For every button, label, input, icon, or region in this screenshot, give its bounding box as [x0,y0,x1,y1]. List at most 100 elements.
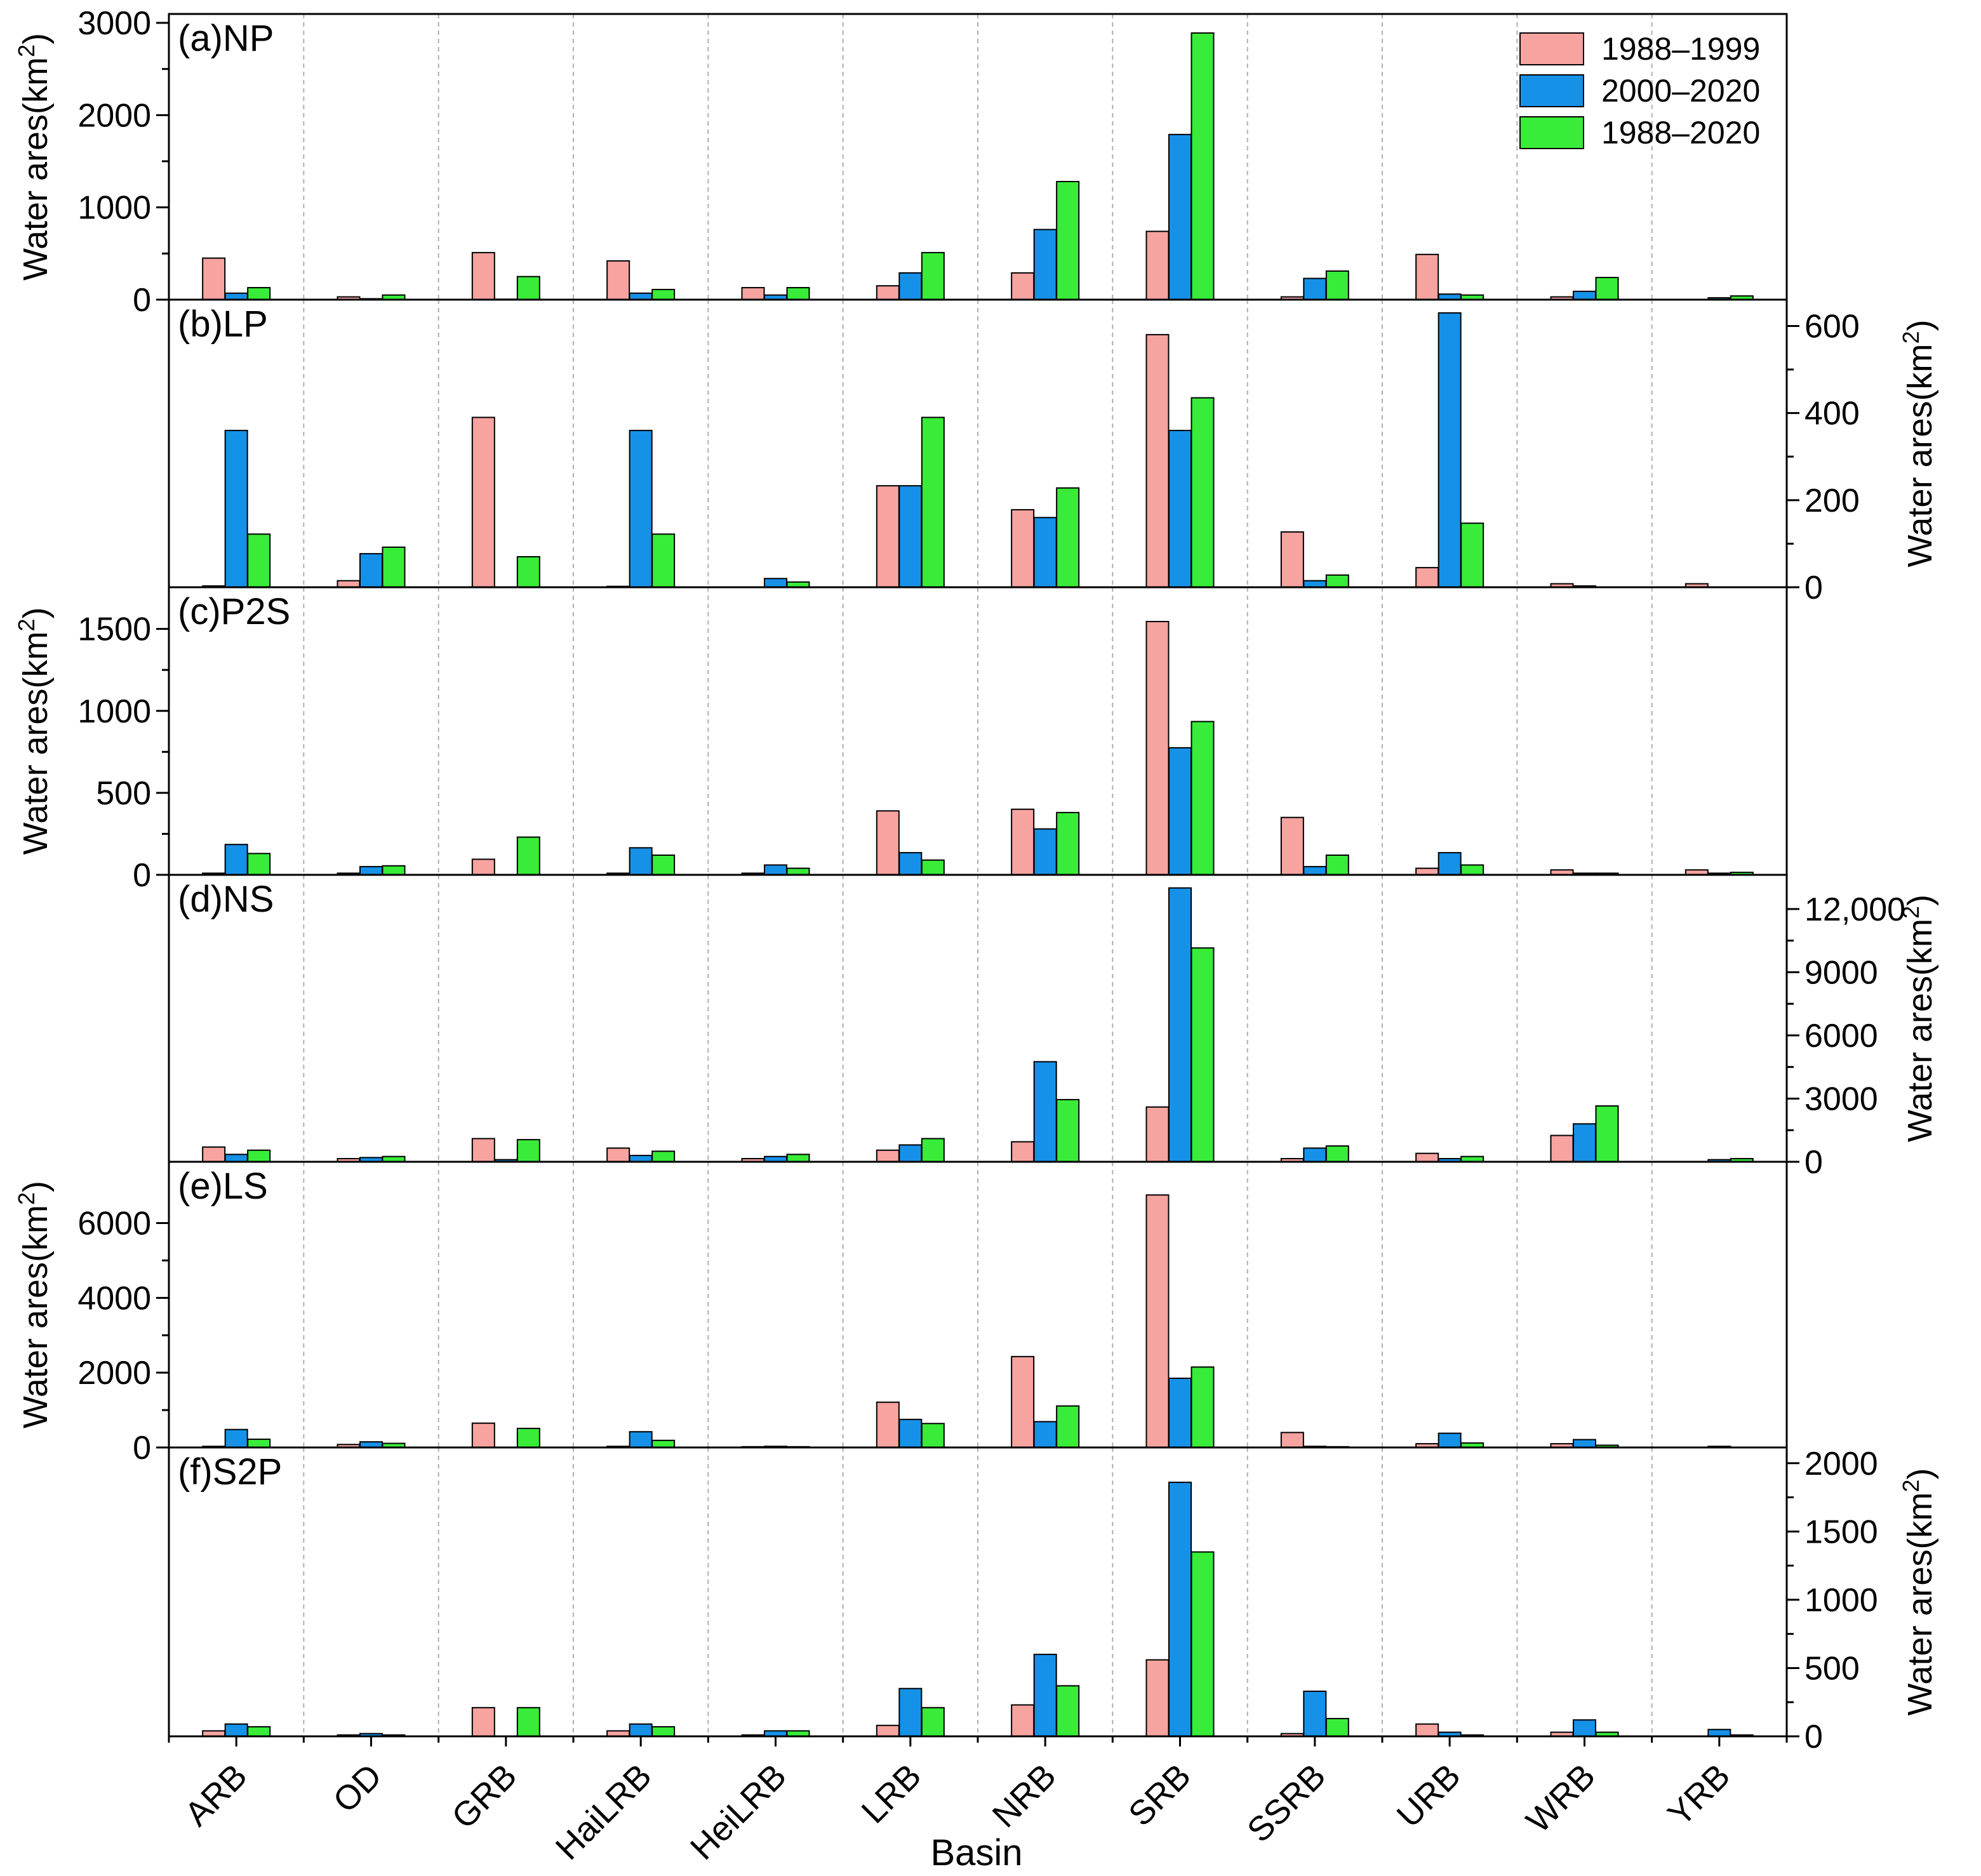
bar-f-HaiLRB-2 [629,1723,653,1737]
bar-c-GRB-3 [516,836,540,875]
bar-a-GRB-3 [516,276,540,300]
bar-d-NRB-2 [1033,1061,1057,1162]
bar-a-WRB-3 [1595,277,1619,300]
y-tick-label: 1000 [77,693,151,730]
bar-b-GRB-1 [471,416,495,588]
y-tick-label: 9000 [1804,954,1878,991]
bar-e-WRB-2 [1573,1439,1596,1448]
bar-d-WRB-3 [1595,1105,1619,1163]
panel-title: (c)P2S [178,591,290,632]
bar-f-SSRB-2 [1303,1691,1327,1738]
legend-swatch [1519,32,1584,65]
bar-f-LRB-3 [921,1706,945,1738]
y-tick-label: 500 [96,775,151,812]
bar-f-LRB-2 [898,1687,923,1737]
bar-c-GRB-1 [471,858,495,876]
y-axis-title: Water ares(km2) [13,33,55,281]
bar-a-SSRB-2 [1303,277,1327,300]
bar-c-SSRB-3 [1325,855,1349,875]
bar-d-SRB-2 [1168,887,1192,1162]
bar-a-HeiLRB-1 [741,287,765,300]
bar-c-SSRB-1 [1280,816,1304,876]
y-axis-title: Water ares(km2) [1898,1468,1940,1715]
bar-b-LRB-1 [876,485,900,589]
y-tick-label: 3000 [1804,1081,1878,1117]
legend-label: 1988–2020 [1601,115,1760,150]
x-tick-label-GRB: GRB [444,1757,524,1836]
bar-e-NRB-3 [1056,1405,1080,1449]
y-tick-label: 2000 [1804,1446,1878,1482]
bar-f-ARB-2 [224,1723,248,1737]
bar-d-SRB-3 [1191,947,1215,1163]
x-tick-label-SRB: SRB [1121,1757,1198,1833]
bar-b-SRB-3 [1191,397,1215,588]
bar-f-HaiLRB-3 [651,1726,676,1737]
y-tick-label: 12,000 [1804,891,1905,928]
bar-e-URB-2 [1437,1432,1462,1449]
panel-a: 0 1000 2000 3000 (a)NP Water ares(km2) [13,5,1788,319]
bar-a-SRB-2 [1168,133,1192,300]
legend-swatch [1519,116,1584,149]
bar-b-SRB-1 [1145,334,1170,588]
y-tick-label: 200 [1804,482,1860,519]
bar-b-SRB-2 [1168,430,1192,588]
x-tick-label-HeiLRB: HeiLRB [683,1757,794,1867]
panel-e: 0 2000 4000 6000 (e)LS Water ares(km2) [13,1161,1788,1467]
bar-d-LRB-2 [898,1144,923,1163]
bar-c-LRB-2 [898,852,923,875]
bar-a-NRB-2 [1033,229,1057,300]
bar-c-URB-1 [1415,867,1439,875]
bar-d-SSRB-2 [1303,1147,1327,1162]
y-tick-label: 0 [133,857,151,894]
panel-title: (d)NS [178,879,274,920]
bar-c-OD-3 [382,865,406,876]
bar-e-LRB-3 [921,1423,945,1449]
x-tick-label-OD: OD [326,1757,389,1820]
bar-c-URB-2 [1437,852,1462,875]
x-tick-label-NRB: NRB [985,1757,1064,1835]
bar-a-LRB-1 [876,285,900,301]
bar-c-URB-3 [1460,864,1484,875]
bar-a-SSRB-3 [1325,270,1349,300]
bar-c-ARB-3 [247,853,271,876]
panel-title: (e)LS [178,1166,268,1207]
bar-a-NRB-3 [1056,180,1080,300]
y-tick-label: 0 [133,282,151,319]
bar-d-NRB-3 [1056,1099,1080,1163]
y-axis-title: Water ares(km2) [1898,319,1940,567]
bar-c-LRB-3 [921,859,945,875]
y-tick-label: 3000 [77,5,151,42]
bar-e-SRB-1 [1145,1194,1170,1448]
x-tick-label-WRB: WRB [1519,1757,1603,1840]
y-tick-label: 0 [133,1430,151,1467]
y-tick-label: 2000 [77,97,151,134]
bar-c-NRB-1 [1011,808,1035,876]
y-axis-title: Water ares(km2) [13,607,55,855]
bar-d-GRB-3 [516,1139,540,1162]
bar-a-HeiLRB-3 [786,287,810,300]
bar-b-URB-2 [1437,312,1462,588]
bar-c-HeiLRB-2 [764,864,787,875]
bar-c-SRB-1 [1145,621,1170,876]
panel-title: (f)S2P [178,1451,282,1493]
x-tick-label-LRB: LRB [855,1757,929,1831]
y-tick-label: 1500 [77,611,151,648]
bar-d-LRB-3 [921,1138,945,1162]
bar-f-GRB-3 [516,1706,540,1738]
x-tick-label-SSRB: SSRB [1240,1757,1333,1849]
bar-b-OD-2 [359,553,383,588]
bar-b-SSRB-2 [1303,580,1327,588]
bar-a-GRB-1 [471,251,495,301]
bar-a-SRB-1 [1145,230,1170,301]
bar-b-GRB-3 [516,555,540,588]
y-tick-label: 6000 [77,1205,151,1242]
bar-b-ARB-2 [224,430,248,588]
bar-a-ARB-2 [224,292,248,300]
bar-c-LRB-1 [876,810,900,875]
bar-a-LRB-3 [921,251,945,301]
bar-c-SRB-3 [1191,721,1215,876]
bar-b-HaiLRB-2 [629,430,653,588]
bar-b-SSRB-1 [1280,531,1304,588]
bar-d-HeiLRB-3 [786,1154,810,1162]
bar-c-SSRB-2 [1303,866,1327,876]
